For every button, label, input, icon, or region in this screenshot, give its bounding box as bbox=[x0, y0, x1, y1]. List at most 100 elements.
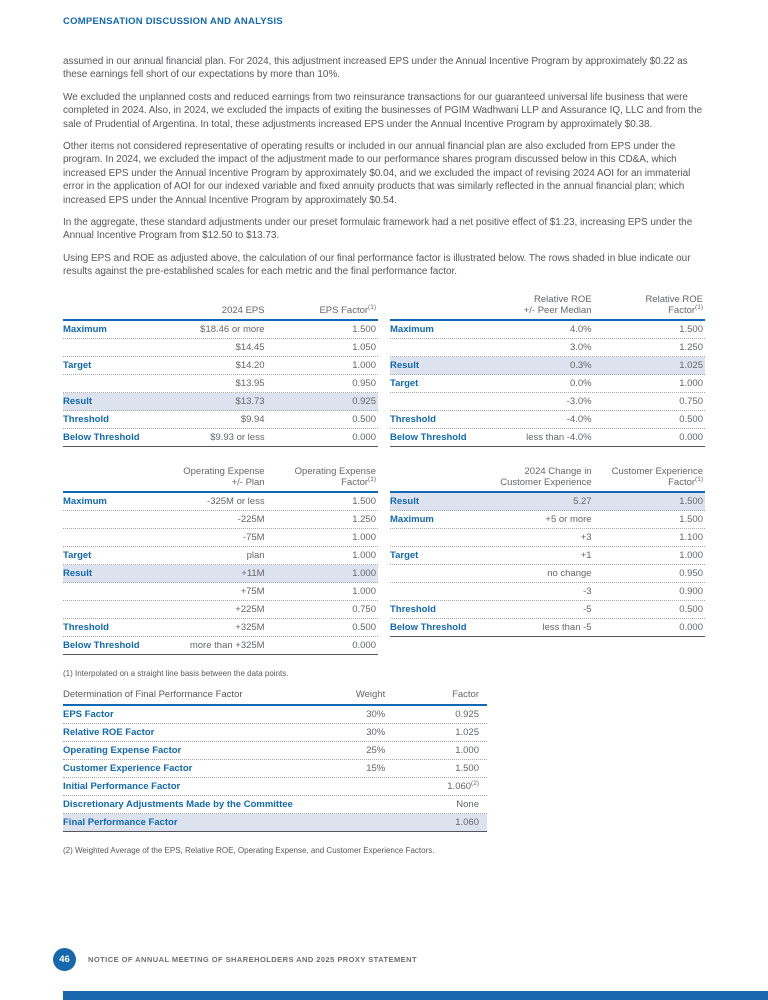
table-cell: -3 bbox=[583, 585, 592, 597]
table-header-cell: EPS Factor(1) bbox=[319, 303, 376, 316]
table-cell: 15% bbox=[366, 762, 386, 774]
table-cell: 0.750 bbox=[679, 395, 703, 407]
table-cell: more than +325M bbox=[189, 639, 265, 651]
table-cell: Maximum bbox=[390, 513, 434, 525]
table-row: EPS Factor 30% 0.925 bbox=[63, 706, 487, 724]
table-cell: Maximum bbox=[63, 323, 107, 335]
table-cell: Threshold bbox=[390, 413, 436, 425]
table-row: Maximum +5 or more 1.500 bbox=[390, 511, 705, 529]
table-row-result-shaded: Result +11M 1.000 bbox=[63, 564, 378, 583]
table-cell: Maximum bbox=[63, 495, 107, 507]
table-cell: -4.0% bbox=[566, 413, 592, 425]
table-cell: 1.000 bbox=[352, 567, 376, 579]
table-cell: +1 bbox=[580, 549, 592, 561]
table-cell: 1.500 bbox=[679, 513, 703, 525]
table-row-result-shaded: Result 0.3% 1.025 bbox=[390, 356, 705, 375]
table-cell: 0.500 bbox=[679, 603, 703, 615]
table-row: Operating Expense Factor 25% 1.000 bbox=[63, 742, 487, 760]
table-cell: 1.100 bbox=[679, 531, 703, 543]
table-row-result-shaded: Final Performance Factor 1.060 bbox=[63, 813, 487, 832]
table-row: $13.95 0.950 bbox=[63, 375, 378, 393]
table-row-result-shaded: Result $13.73 0.925 bbox=[63, 392, 378, 411]
table-row: Below Threshold less than -5 0.000 bbox=[390, 619, 705, 637]
table-cell: +11M bbox=[241, 567, 265, 579]
table-row: Maximum 4.0% 1.500 bbox=[390, 321, 705, 339]
table-cell: 1.500 bbox=[679, 323, 703, 335]
table-row: +3 1.100 bbox=[390, 529, 705, 547]
table-cell: 1.060 bbox=[455, 816, 479, 828]
table-cell: None bbox=[456, 798, 479, 810]
table-header-cell: Customer Experience Factor(1) bbox=[611, 465, 703, 488]
table-row: Discretionary Adjustments Made by the Co… bbox=[63, 796, 487, 814]
table-cell: 1.250 bbox=[679, 341, 703, 353]
table-cell: Threshold bbox=[63, 621, 109, 633]
table-header-rule bbox=[63, 703, 487, 706]
table-cell: 1.000 bbox=[455, 744, 479, 756]
table-cell: 1.500 bbox=[455, 762, 479, 774]
table-cell: Relative ROE Factor bbox=[63, 726, 155, 738]
table-cell: Below Threshold bbox=[63, 639, 140, 651]
table-cell: 0.0% bbox=[569, 377, 592, 389]
table-cell: plan bbox=[246, 549, 265, 561]
page-number-badge: 46 bbox=[53, 948, 76, 971]
table-row: -3.0% 0.750 bbox=[390, 393, 705, 411]
table-cell: +75M bbox=[240, 585, 265, 597]
table-cell: 1.250 bbox=[352, 513, 376, 525]
table-row: Threshold -4.0% 0.500 bbox=[390, 411, 705, 429]
table-cell: +3 bbox=[580, 531, 592, 543]
table-cell: 1.500 bbox=[679, 495, 703, 507]
final-performance-factor-table: Determination of Final Performance Facto… bbox=[63, 688, 487, 832]
table-cell: -3.0% bbox=[566, 395, 592, 407]
table-header-cell: Determination of Final Performance Facto… bbox=[63, 688, 243, 700]
table-cell: $18.46 or more bbox=[200, 323, 265, 335]
table-cell: 0.950 bbox=[352, 377, 376, 389]
scale-tables-row-1: 2024 EPS EPS Factor(1) Maximum $18.46 or mo… bbox=[63, 293, 705, 447]
table-row: $14.45 1.050 bbox=[63, 339, 378, 357]
footnote-2: (2) Weighted Average of the EPS, Relativ… bbox=[63, 845, 435, 855]
table-cell: 30% bbox=[366, 708, 386, 720]
table-cell: $13.95 bbox=[235, 377, 265, 389]
table-cell: Customer Experience Factor bbox=[63, 762, 193, 774]
table-header-row: Relative ROE +/- Peer Median Relative ROE… bbox=[390, 293, 705, 319]
table-cell: Below Threshold bbox=[63, 431, 140, 443]
table-cell: Target bbox=[63, 549, 92, 561]
operating-expense-factor-table: Operating Expense +/- Plan Operating Expe… bbox=[63, 465, 378, 655]
table-row: Below Threshold more than +325M 0.000 bbox=[63, 637, 378, 655]
table-cell: 4.0% bbox=[569, 323, 592, 335]
paragraph-2: We excluded the unplanned costs and redu… bbox=[63, 91, 702, 130]
table-cell: 0.000 bbox=[352, 431, 376, 443]
table-cell: +5 or more bbox=[545, 513, 592, 525]
table-row: Threshold +325M 0.500 bbox=[63, 619, 378, 637]
page-number: 46 bbox=[59, 954, 70, 965]
table-header-cell: Weight bbox=[355, 688, 386, 700]
paragraph-5: Using EPS and ROE as adjusted above, the… bbox=[63, 252, 691, 278]
scale-tables-row-2: Operating Expense +/- Plan Operating Expe… bbox=[63, 465, 705, 655]
table-cell: 0.950 bbox=[679, 567, 703, 579]
table-cell: 0.900 bbox=[679, 585, 703, 597]
table-row: Relative ROE Factor 30% 1.025 bbox=[63, 724, 487, 742]
bottom-accent-bar bbox=[63, 991, 768, 1000]
table-cell: 0.500 bbox=[352, 413, 376, 425]
table-cell: Final Performance Factor bbox=[63, 816, 178, 828]
table-header-rule bbox=[390, 490, 705, 493]
table-cell: Result bbox=[390, 495, 420, 507]
table-cell: Threshold bbox=[63, 413, 109, 425]
table-cell: +325M bbox=[235, 621, 265, 633]
table-row: Threshold $9.94 0.500 bbox=[63, 411, 378, 429]
table-cell: -325M or less bbox=[207, 495, 265, 507]
table-row: Maximum $18.46 or more 1.500 bbox=[63, 321, 378, 339]
table-row: Below Threshold less than -4.0% 0.000 bbox=[390, 429, 705, 447]
table-header-row: 2024 EPS EPS Factor(1) bbox=[63, 293, 378, 319]
table-row: Below Threshold $9.93 or less 0.000 bbox=[63, 429, 378, 447]
page-footer: 46 NOTICE OF ANNUAL MEETING OF SHAREHOLD… bbox=[53, 948, 417, 971]
table-cell: Result bbox=[63, 567, 93, 579]
table-cell: 0.500 bbox=[679, 413, 703, 425]
table-row: Target +1 1.000 bbox=[390, 547, 705, 565]
table-row: 3.0% 1.250 bbox=[390, 339, 705, 357]
paragraph-1: assumed in our annual financial plan. Fo… bbox=[63, 56, 688, 81]
table-cell: 1.000 bbox=[352, 585, 376, 597]
table-cell: 1.050 bbox=[352, 341, 376, 353]
table-row-result-shaded: Result 5.27 1.500 bbox=[390, 492, 705, 511]
table-row: Threshold -5 0.500 bbox=[390, 601, 705, 619]
